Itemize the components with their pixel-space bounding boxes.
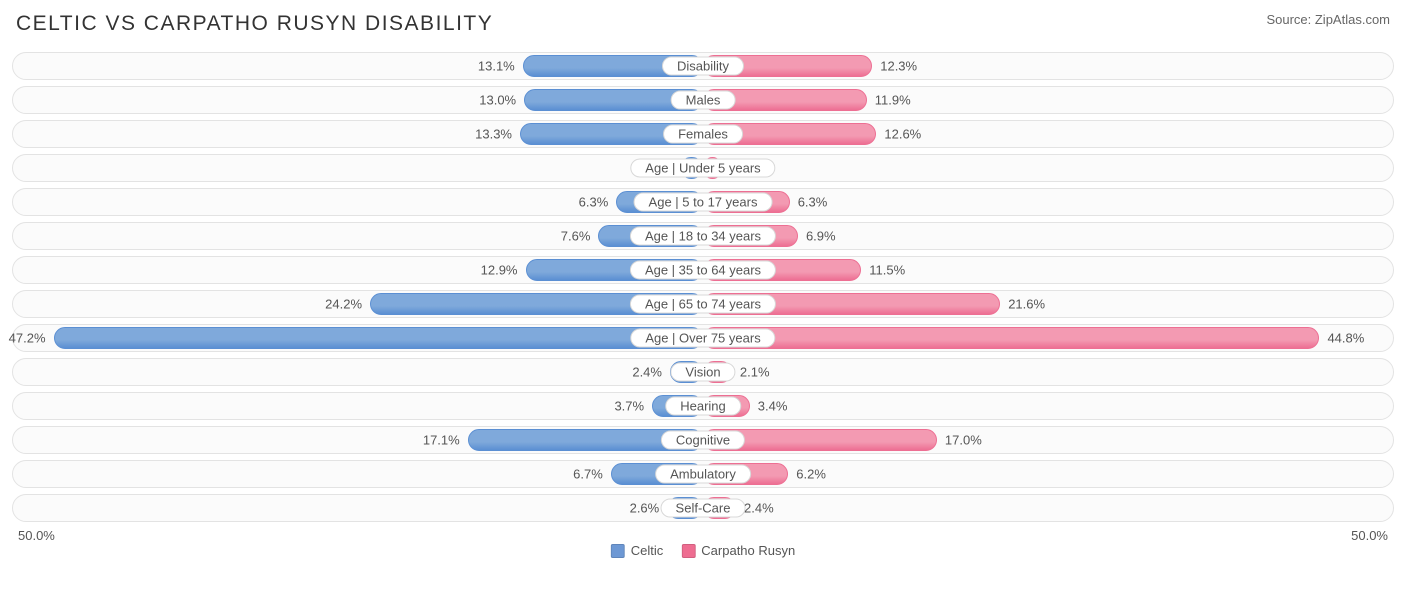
value-right: 2.1%: [740, 365, 770, 380]
chart-row: 6.7% 6.2% Ambulatory: [12, 460, 1394, 488]
chart-row: 13.1% 12.3% Disability: [12, 52, 1394, 80]
row-label: Males: [671, 91, 736, 110]
legend-swatch-right: [681, 544, 695, 558]
row-label: Age | 65 to 74 years: [630, 295, 776, 314]
chart-row: 2.4% 2.1% Vision: [12, 358, 1394, 386]
value-left: 13.3%: [475, 127, 512, 142]
row-label: Self-Care: [661, 499, 746, 518]
value-right: 11.5%: [869, 263, 905, 278]
value-right: 6.9%: [806, 229, 836, 244]
axis-row: 50.0% 50.0% Celtic Carpatho Rusyn: [12, 528, 1394, 548]
value-left: 13.0%: [479, 93, 516, 108]
chart-row: 13.3% 12.6% Females: [12, 120, 1394, 148]
legend-item-left: Celtic: [611, 543, 664, 558]
value-left: 12.9%: [481, 263, 518, 278]
value-right: 44.8%: [1327, 331, 1364, 346]
legend-item-right: Carpatho Rusyn: [681, 543, 795, 558]
value-left: 2.4%: [632, 365, 662, 380]
diverging-bar-chart: 13.1% 12.3% Disability 13.0% 11.9% Males 13.3%…: [12, 52, 1394, 522]
axis-left-max: 50.0%: [18, 528, 55, 543]
bar-left: [54, 327, 703, 349]
chart-row: 24.2% 21.6% Age | 65 to 74 years: [12, 290, 1394, 318]
row-label: Cognitive: [661, 431, 745, 450]
row-label: Ambulatory: [655, 465, 751, 484]
value-right: 6.3%: [798, 195, 828, 210]
legend-swatch-left: [611, 544, 625, 558]
row-label: Hearing: [665, 397, 741, 416]
chart-row: 13.0% 11.9% Males: [12, 86, 1394, 114]
row-label: Vision: [670, 363, 735, 382]
value-left: 47.2%: [9, 331, 46, 346]
row-label: Age | 18 to 34 years: [630, 227, 776, 246]
bar-right: [703, 327, 1319, 349]
row-label: Disability: [662, 57, 744, 76]
row-label: Age | 35 to 64 years: [630, 261, 776, 280]
chart-title: CELTIC VS CARPATHO RUSYN DISABILITY: [16, 12, 493, 36]
row-label: Age | Over 75 years: [630, 329, 775, 348]
row-label: Females: [663, 125, 743, 144]
legend: Celtic Carpatho Rusyn: [611, 543, 795, 558]
row-label: Age | 5 to 17 years: [634, 193, 773, 212]
value-right: 6.2%: [796, 467, 826, 482]
legend-label-right: Carpatho Rusyn: [701, 543, 795, 558]
chart-row: 6.3% 6.3% Age | 5 to 17 years: [12, 188, 1394, 216]
chart-header: CELTIC VS CARPATHO RUSYN DISABILITY Sour…: [12, 12, 1394, 36]
chart-row: 47.2% 44.8% Age | Over 75 years: [12, 324, 1394, 352]
row-label: Age | Under 5 years: [630, 159, 775, 178]
value-right: 21.6%: [1008, 297, 1045, 312]
chart-row: 12.9% 11.5% Age | 35 to 64 years: [12, 256, 1394, 284]
value-right: 3.4%: [758, 399, 788, 414]
chart-row: 17.1% 17.0% Cognitive: [12, 426, 1394, 454]
value-left: 24.2%: [325, 297, 362, 312]
chart-source: Source: ZipAtlas.com: [1266, 12, 1390, 27]
value-right: 17.0%: [945, 433, 982, 448]
value-left: 2.6%: [630, 501, 660, 516]
value-left: 17.1%: [423, 433, 460, 448]
chart-row: 7.6% 6.9% Age | 18 to 34 years: [12, 222, 1394, 250]
value-left: 6.3%: [579, 195, 609, 210]
value-right: 12.6%: [884, 127, 921, 142]
legend-label-left: Celtic: [631, 543, 664, 558]
value-right: 12.3%: [880, 59, 917, 74]
chart-row: 2.6% 2.4%Self-Care: [12, 494, 1394, 522]
value-left: 13.1%: [478, 59, 515, 74]
value-right: 2.4%: [744, 501, 774, 516]
value-left: 6.7%: [573, 467, 603, 482]
chart-row: 1.7%1.4%Age | Under 5 years: [12, 154, 1394, 182]
value-left: 7.6%: [561, 229, 591, 244]
value-left: 3.7%: [614, 399, 644, 414]
value-right: 11.9%: [875, 93, 911, 108]
axis-right-max: 50.0%: [1351, 528, 1388, 543]
chart-row: 3.7% 3.4% Hearing: [12, 392, 1394, 420]
